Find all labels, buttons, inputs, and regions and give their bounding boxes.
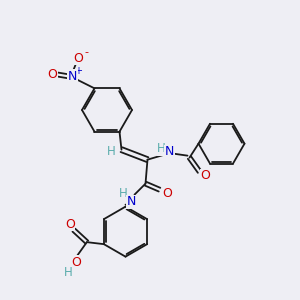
Text: H: H bbox=[107, 145, 116, 158]
Text: H: H bbox=[119, 187, 128, 200]
Text: H: H bbox=[157, 142, 166, 155]
Text: O: O bbox=[74, 52, 83, 65]
Text: +: + bbox=[74, 66, 83, 76]
Text: O: O bbox=[163, 187, 172, 200]
Text: O: O bbox=[71, 256, 81, 269]
Text: O: O bbox=[65, 218, 75, 231]
Text: N: N bbox=[127, 195, 136, 208]
Text: O: O bbox=[48, 68, 57, 81]
Text: N: N bbox=[68, 70, 77, 83]
Text: O: O bbox=[201, 169, 210, 182]
Text: N: N bbox=[165, 145, 174, 158]
Text: H: H bbox=[64, 266, 72, 279]
Text: -: - bbox=[85, 47, 88, 57]
